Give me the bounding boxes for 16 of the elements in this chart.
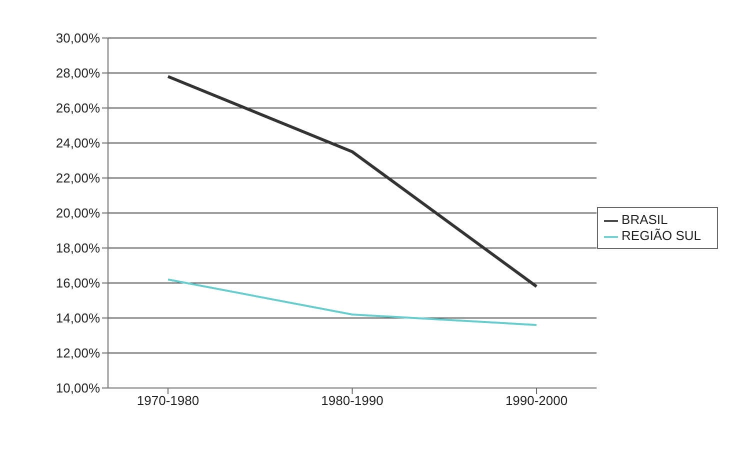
x-tick-label: 1980-1990 bbox=[321, 393, 384, 408]
legend-label: BRASIL bbox=[622, 212, 668, 228]
y-tick-label: 16,00% bbox=[56, 276, 100, 291]
y-tick-label: 26,00% bbox=[56, 100, 100, 116]
x-tick-label: 1990-2000 bbox=[505, 393, 568, 408]
y-tick-label: 24,00% bbox=[56, 136, 100, 151]
x-tick-label: 1970-1980 bbox=[136, 393, 200, 408]
y-tick-label: 20,00% bbox=[56, 206, 100, 221]
y-tick-label: 18,00% bbox=[56, 240, 100, 256]
legend-label: REGIÃO SUL bbox=[622, 228, 701, 243]
y-tick-label: 12,00% bbox=[56, 346, 100, 361]
y-tick-label: 30,00% bbox=[56, 30, 100, 46]
y-tick-label: 22,00% bbox=[56, 170, 100, 186]
y-tick-label: 14,00% bbox=[56, 310, 100, 326]
y-tick-label: 28,00% bbox=[56, 66, 100, 81]
y-tick-label: 10,00% bbox=[56, 380, 100, 396]
